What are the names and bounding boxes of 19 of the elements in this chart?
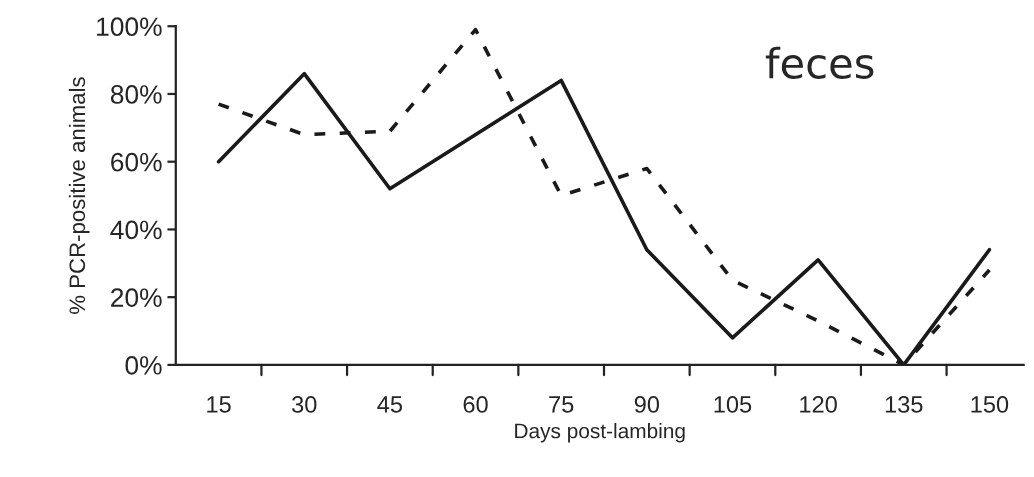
x-tick-label: 75 <box>549 396 574 413</box>
x-tick-label: 90 <box>634 396 660 413</box>
x-tick-label: 150 <box>971 396 1009 413</box>
x-axis-title: Days post-lambing <box>515 423 685 443</box>
y-tick-label: 20% <box>111 288 162 307</box>
x-tick-label: 45 <box>377 396 403 413</box>
y-tick-label: 100% <box>97 17 162 37</box>
chart-title: feces <box>765 46 874 79</box>
x-tick-label: 60 <box>463 396 488 413</box>
x-tick-label: 120 <box>800 396 837 413</box>
y-axis-title: % PCR-positive animals <box>68 77 90 314</box>
x-tick-label: 30 <box>292 396 317 413</box>
x-tick-label: 15 <box>207 396 231 413</box>
x-tick-label: 135 <box>885 396 923 413</box>
y-tick-label: 40% <box>110 220 162 240</box>
x-tick-label: 105 <box>714 396 752 413</box>
y-tick-label: 60% <box>111 152 162 172</box>
y-tick-label: 0% <box>125 356 162 375</box>
y-tick-label: 80% <box>110 85 162 104</box>
